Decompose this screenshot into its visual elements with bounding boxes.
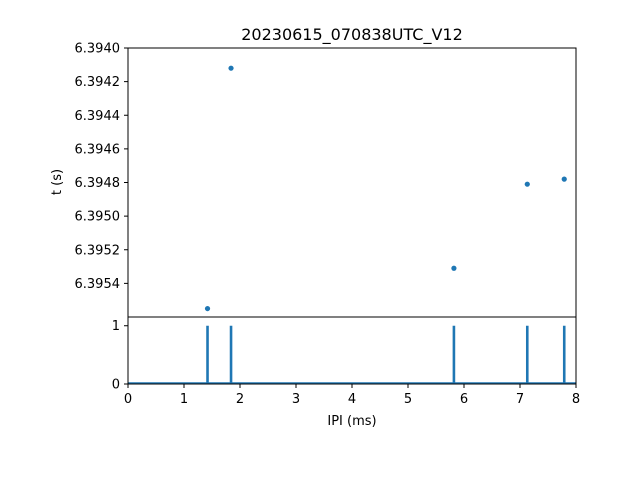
- histogram-x-tick-label: 0: [124, 392, 132, 407]
- scatter-point: [228, 65, 234, 71]
- histogram-plot: 0 1 0 1 2 3 4 5 6 7 8: [112, 316, 580, 407]
- histogram-x-tick-label: 2: [236, 392, 244, 407]
- bottom-x-axis-label: IPI (ms): [327, 414, 376, 429]
- histogram-x-tick-label: 8: [572, 392, 580, 407]
- scatter-y-tick-label: 6.3946: [75, 142, 121, 157]
- scatter-y-tick-label: 6.3948: [75, 176, 121, 191]
- histogram-x-tick-label: 5: [404, 392, 412, 407]
- scatter-y-tick-label: 6.3954: [75, 277, 121, 292]
- scatter-point: [524, 181, 530, 187]
- scatter-y-tick-label: 6.3940: [75, 42, 121, 57]
- histogram-axes-frame: [127, 316, 577, 385]
- scatter-plot: 6.3940 6.3942 6.3944 6.3946 6.3948 6.3950 6.39…: [75, 42, 577, 318]
- scatter-point: [561, 176, 567, 182]
- scatter-y-tick-label: 6.3944: [75, 109, 121, 124]
- scatter-y-tick-label: 6.3952: [75, 243, 121, 258]
- top-y-axis-label: t (s): [50, 169, 65, 195]
- scatter-point: [204, 305, 211, 312]
- histogram-x-tick-label: 7: [516, 392, 524, 407]
- scatter-y-tick-label: 6.3950: [75, 210, 121, 225]
- scatter-axes-frame: [127, 47, 577, 318]
- histogram-x-tick-label: 4: [348, 392, 356, 407]
- histogram-x-tick-label: 3: [292, 392, 300, 407]
- histogram-x-tick-label: 6: [460, 392, 468, 407]
- histogram-y-tick-label: 0: [112, 378, 120, 393]
- histogram-y-tick-label: 1: [112, 319, 120, 334]
- chart-title: 20230615_070838UTC_V12: [241, 25, 463, 45]
- histogram-x-tick-label: 1: [180, 392, 188, 407]
- scatter-point: [451, 265, 457, 271]
- scatter-y-tick-label: 6.3942: [75, 75, 121, 90]
